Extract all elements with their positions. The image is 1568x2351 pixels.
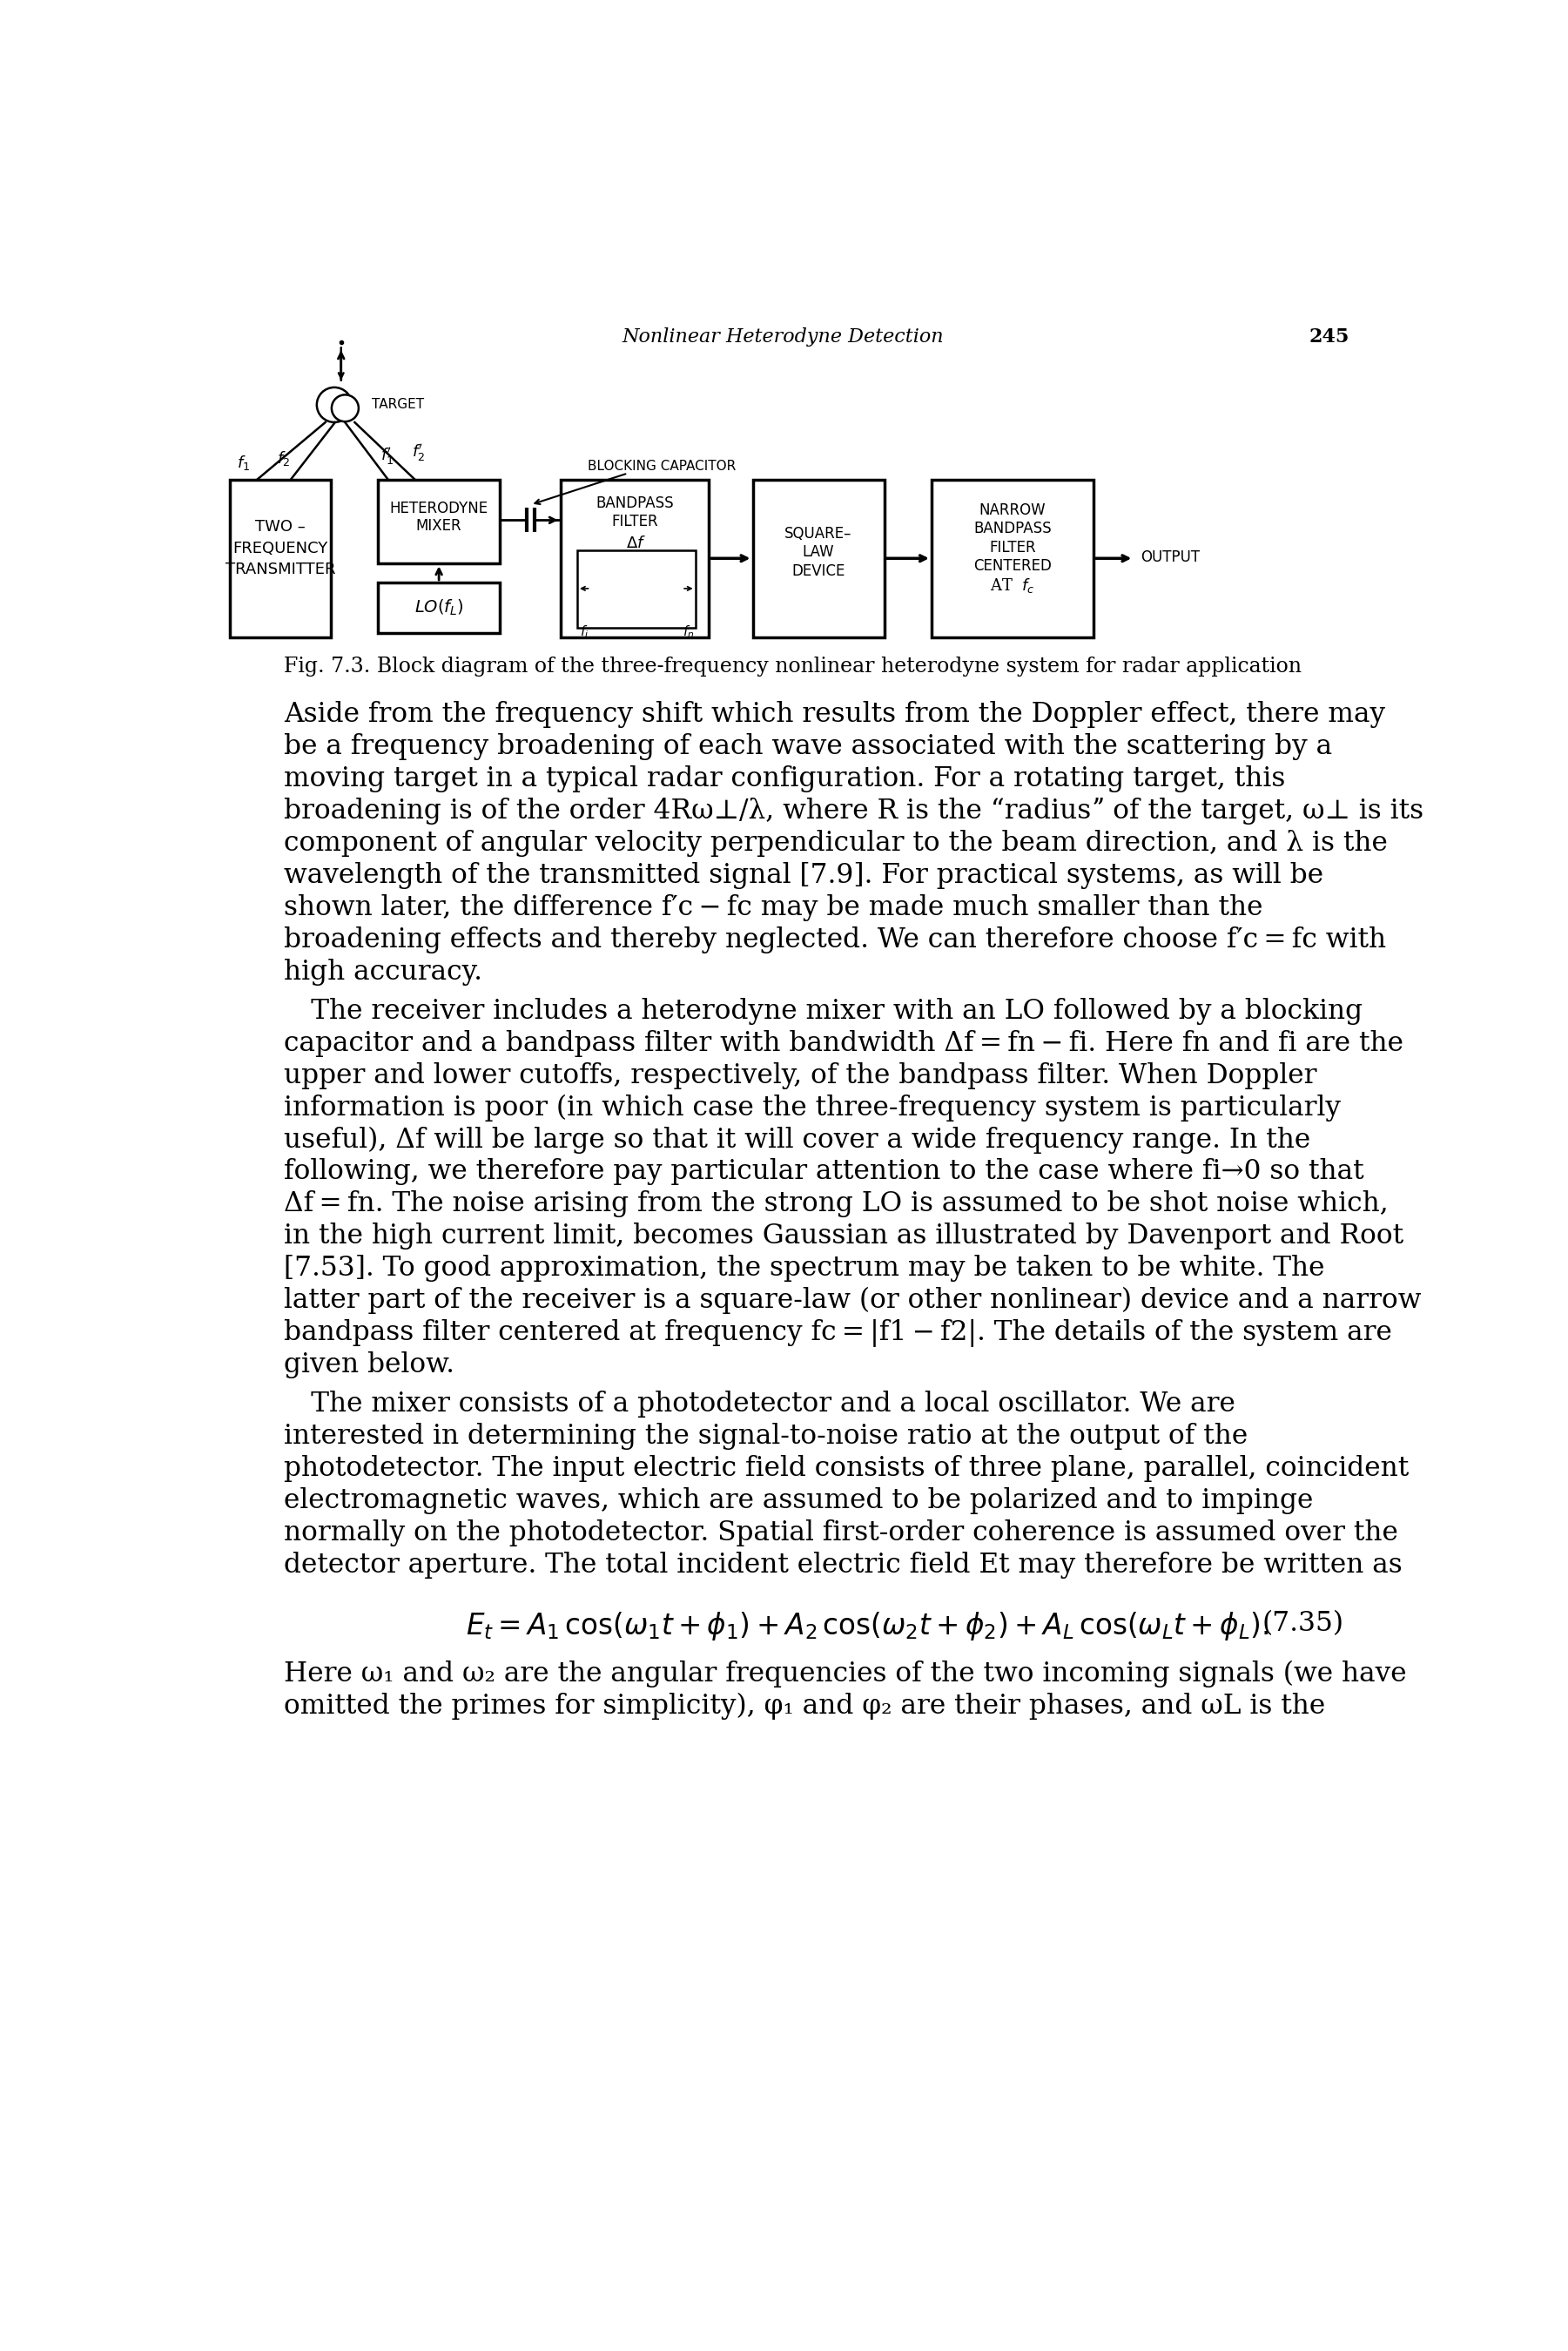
Text: BANDPASS: BANDPASS: [596, 496, 674, 510]
Text: Here ω₁ and ω₂ are the angular frequencies of the two incoming signals (we have: Here ω₁ and ω₂ are the angular frequenci…: [284, 1660, 1406, 1688]
Text: bandpass filter centered at frequency fc = |f1 − f2|. The details of the system : bandpass filter centered at frequency fc…: [284, 1319, 1392, 1347]
Circle shape: [317, 388, 351, 423]
Text: MIXER: MIXER: [416, 517, 463, 534]
Text: broadening effects and thereby neglected. We can therefore choose f′c = fc with: broadening effects and thereby neglected…: [284, 926, 1386, 955]
Text: following, we therefore pay particular attention to the case where fi→0 so that: following, we therefore pay particular a…: [284, 1159, 1364, 1185]
Text: TRANSMITTER: TRANSMITTER: [226, 562, 336, 578]
Bar: [560, 480, 709, 637]
Bar: [378, 480, 500, 564]
Text: $f_2'$: $f_2'$: [412, 442, 425, 463]
Text: $f_1$: $f_1$: [237, 454, 249, 473]
Text: detector aperture. The total incident electric field Et may therefore be written: detector aperture. The total incident el…: [284, 1552, 1402, 1578]
Bar: [931, 480, 1093, 637]
Text: (7.35): (7.35): [1262, 1610, 1344, 1636]
Text: information is poor (in which case the three-frequency system is particularly: information is poor (in which case the t…: [284, 1093, 1341, 1121]
Text: normally on the photodetector. Spatial first-order coherence is assumed over the: normally on the photodetector. Spatial f…: [284, 1519, 1399, 1547]
Text: [7.53]. To good approximation, the spectrum may be taken to be white. The: [7.53]. To good approximation, the spect…: [284, 1255, 1325, 1281]
Text: $LO(f_L)$: $LO(f_L)$: [414, 597, 464, 618]
Text: be a frequency broadening of each wave associated with the scattering by a: be a frequency broadening of each wave a…: [284, 734, 1333, 759]
Text: SQUARE–: SQUARE–: [784, 527, 851, 541]
Bar: [577, 550, 695, 628]
Text: $f_1'$: $f_1'$: [381, 447, 394, 468]
Text: BLOCKING CAPACITOR: BLOCKING CAPACITOR: [588, 461, 735, 473]
Text: Aside from the frequency shift which results from the Doppler effect, there may: Aside from the frequency shift which res…: [284, 701, 1385, 729]
Text: $\Delta f$: $\Delta f$: [626, 536, 646, 552]
Text: HETERODYNE: HETERODYNE: [390, 501, 488, 517]
Text: component of angular velocity perpendicular to the beam direction, and λ is the: component of angular velocity perpendicu…: [284, 830, 1388, 856]
Text: TARGET: TARGET: [372, 397, 423, 411]
Text: $f_2$: $f_2$: [278, 449, 290, 468]
Text: latter part of the receiver is a square-law (or other nonlinear) device and a na: latter part of the receiver is a square-…: [284, 1286, 1421, 1314]
Text: electromagnetic waves, which are assumed to be polarized and to impinge: electromagnetic waves, which are assumed…: [284, 1486, 1312, 1514]
Text: NARROW: NARROW: [978, 503, 1046, 517]
Text: $f_i$: $f_i$: [580, 623, 588, 639]
Text: broadening is of the order 4Rω⊥/λ, where R is the “radiusˮ of the target, ω⊥ is : broadening is of the order 4Rω⊥/λ, where…: [284, 797, 1424, 825]
Text: Nonlinear Heterodyne Detection: Nonlinear Heterodyne Detection: [622, 327, 944, 348]
Text: 245: 245: [1309, 327, 1350, 348]
Text: CENTERED: CENTERED: [974, 560, 1052, 574]
Text: wavelength of the transmitted signal [7.9]. For practical systems, as will be: wavelength of the transmitted signal [7.…: [284, 863, 1323, 889]
Text: The mixer consists of a photodetector and a local oscillator. We are: The mixer consists of a photodetector an…: [284, 1389, 1236, 1418]
Bar: [753, 480, 884, 637]
Text: FREQUENCY: FREQUENCY: [232, 541, 328, 557]
Text: useful), Δf will be large so that it will cover a wide frequency range. In the: useful), Δf will be large so that it wil…: [284, 1126, 1311, 1154]
Circle shape: [331, 395, 359, 421]
Text: $f_n$: $f_n$: [682, 623, 695, 639]
Text: given below.: given below.: [284, 1352, 455, 1378]
Text: OUTPUT: OUTPUT: [1140, 550, 1200, 564]
Text: $E_t = A_1\,\cos(\omega_1 t + \phi_1) + A_2\,\cos(\omega_2 t + \phi_2) + A_L\,\c: $E_t = A_1\,\cos(\omega_1 t + \phi_1) + …: [466, 1610, 1269, 1643]
Text: moving target in a typical radar configuration. For a rotating target, this: moving target in a typical radar configu…: [284, 766, 1286, 792]
Text: TWO –: TWO –: [256, 520, 306, 534]
Text: DEVICE: DEVICE: [792, 564, 845, 578]
Text: FILTER: FILTER: [612, 513, 659, 529]
Text: photodetector. The input electric field consists of three plane, parallel, coinc: photodetector. The input electric field …: [284, 1455, 1408, 1481]
Text: omitted the primes for simplicity), φ₁ and φ₂ are their phases, and ωL is the: omitted the primes for simplicity), φ₁ a…: [284, 1693, 1325, 1721]
Text: Δf = fn. The noise arising from the strong LO is assumed to be shot noise which,: Δf = fn. The noise arising from the stro…: [284, 1190, 1388, 1218]
Text: shown later, the difference f′c − fc may be made much smaller than the: shown later, the difference f′c − fc may…: [284, 893, 1262, 922]
Text: LAW: LAW: [803, 545, 834, 560]
Text: capacitor and a bandpass filter with bandwidth Δf = fn − fi. Here fn and fi are : capacitor and a bandpass filter with ban…: [284, 1030, 1403, 1056]
Text: upper and lower cutoffs, respectively, of the bandpass filter. When Doppler: upper and lower cutoffs, respectively, o…: [284, 1063, 1317, 1089]
Text: The receiver includes a heterodyne mixer with an LO followed by a blocking: The receiver includes a heterodyne mixer…: [284, 997, 1363, 1025]
Text: interested in determining the signal-to-noise ratio at the output of the: interested in determining the signal-to-…: [284, 1422, 1248, 1451]
Text: FILTER: FILTER: [989, 541, 1036, 555]
Text: high accuracy.: high accuracy.: [284, 959, 483, 985]
Text: Fig. 7.3. Block diagram of the three-frequency nonlinear heterodyne system for r: Fig. 7.3. Block diagram of the three-fre…: [284, 656, 1301, 677]
Text: AT  $f_c$: AT $f_c$: [989, 576, 1035, 595]
Bar: [378, 583, 500, 632]
Bar: [230, 480, 331, 637]
Text: BANDPASS: BANDPASS: [974, 522, 1052, 536]
Text: in the high current limit, becomes Gaussian as illustrated by Davenport and Root: in the high current limit, becomes Gauss…: [284, 1223, 1403, 1251]
